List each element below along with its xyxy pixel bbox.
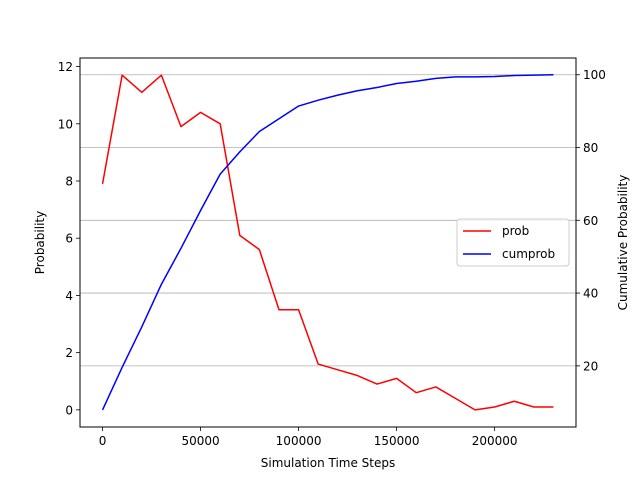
legend-label-cumprob: cumprob — [502, 247, 555, 261]
left-y-tick-label: 10 — [58, 117, 73, 131]
x-tick-label: 100000 — [276, 434, 322, 448]
right-y-tick-label: 80 — [583, 141, 598, 155]
left-y-tick-label: 6 — [65, 232, 73, 246]
plot-frame — [79, 57, 577, 428]
left-y-tick-label: 4 — [65, 289, 73, 303]
series-layer — [101, 73, 554, 411]
right-y-tick-label: 40 — [583, 287, 598, 301]
series-line-prob — [101, 74, 554, 411]
right-y-tick-label: 20 — [583, 359, 598, 373]
right-y-tick-label: 100 — [583, 68, 606, 82]
right-y-axis-ticks: 20 40 60 80 100 — [576, 68, 606, 373]
left-y-axis-label: Probability — [33, 211, 47, 274]
left-y-axis-ticks: 0 2 4 6 8 10 12 — [58, 60, 80, 417]
x-tick-label: 50000 — [181, 434, 219, 448]
left-y-tick-label: 12 — [58, 60, 73, 74]
right-y-axis-label: Cumulative Probability — [616, 175, 630, 311]
left-y-tick-label: 8 — [65, 175, 73, 189]
x-tick-label: 150000 — [374, 434, 420, 448]
x-axis-label: Simulation Time Steps — [261, 456, 396, 470]
x-tick-label: 0 — [99, 434, 107, 448]
left-y-tick-label: 2 — [65, 346, 73, 360]
legend-label-prob: prob — [502, 224, 529, 238]
x-tick-label: 200000 — [472, 434, 518, 448]
legend: prob cumprob — [456, 218, 570, 267]
left-y-tick-label: 0 — [65, 403, 73, 417]
right-y-tick-label: 60 — [583, 214, 598, 228]
series-line-cumprob — [101, 73, 554, 411]
x-axis-ticks: 0 50000 100000 150000 200000 — [99, 427, 518, 448]
